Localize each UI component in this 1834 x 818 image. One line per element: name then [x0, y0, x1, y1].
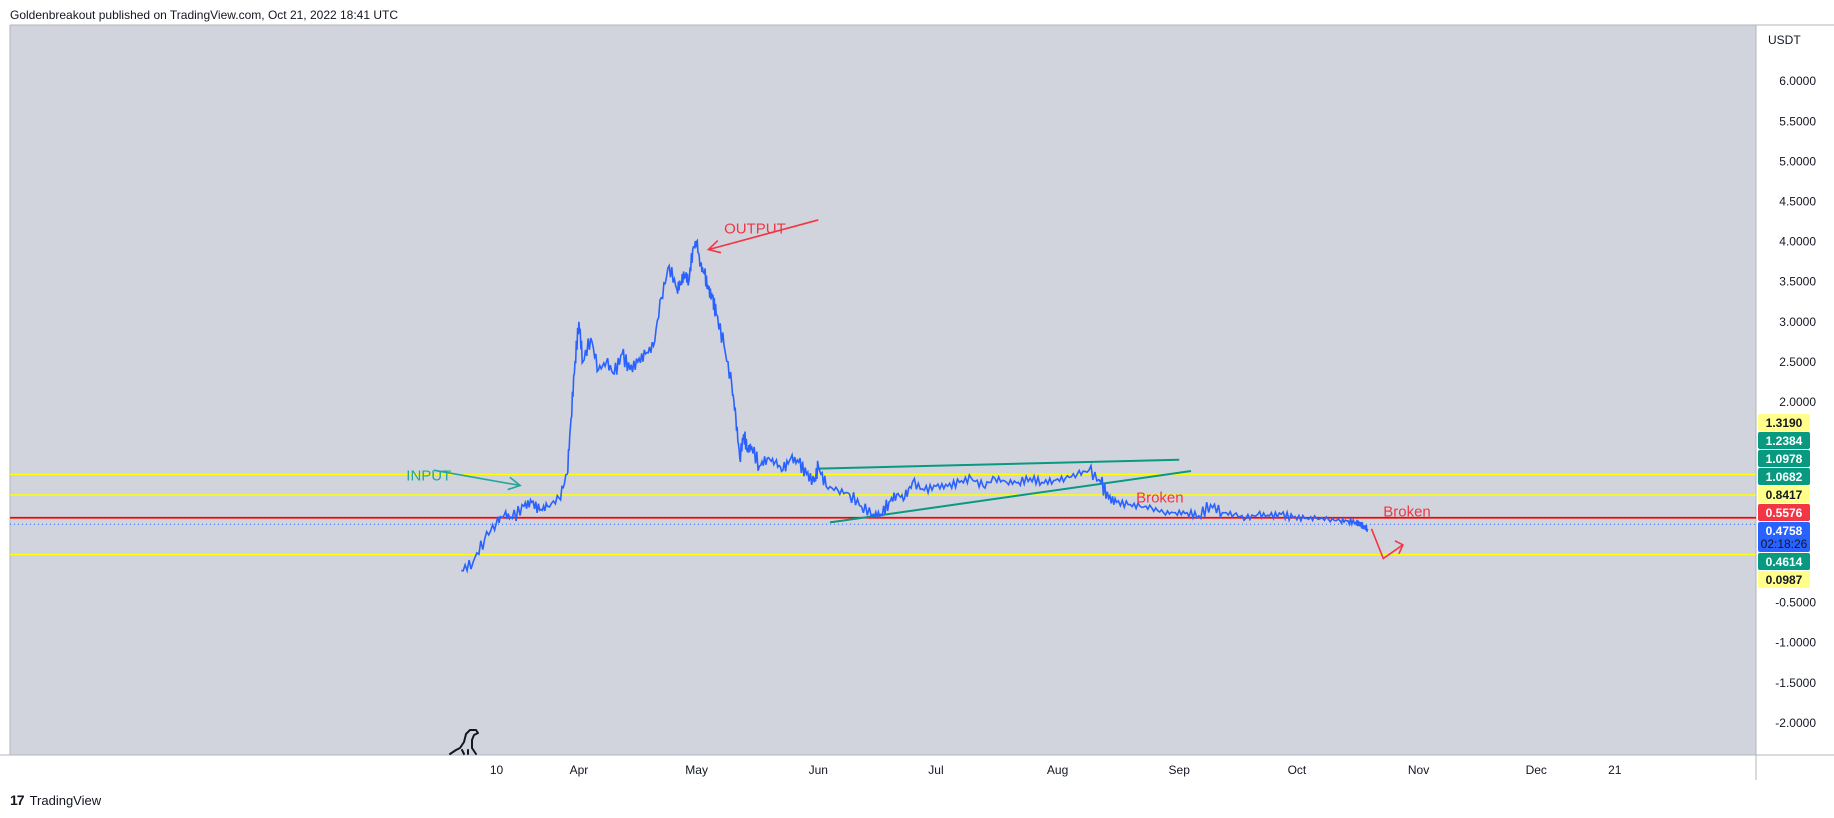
price-badge-label: 0.5576	[1766, 506, 1803, 520]
x-tick-label: 10	[490, 763, 504, 777]
y-tick-label: 2.5000	[1779, 355, 1816, 369]
x-tick-label: Sep	[1169, 763, 1191, 777]
price-badge-label: 0.0987	[1766, 573, 1803, 587]
x-tick-label: Aug	[1047, 763, 1068, 777]
price-badge	[1758, 450, 1810, 467]
breakdown-arrow-head	[1394, 540, 1404, 555]
price-badge	[1758, 553, 1810, 570]
x-tick-label: May	[685, 763, 708, 777]
arrow-head	[507, 476, 522, 491]
y-tick-label: 5.0000	[1779, 154, 1816, 168]
price-badge-countdown: 02:18:26	[1761, 537, 1808, 551]
footer-brand[interactable]: TradingView	[29, 792, 102, 808]
trendline	[829, 470, 1192, 524]
price-badge-label: 1.0978	[1766, 452, 1803, 466]
footer: 17 TradingView	[10, 792, 101, 808]
y-tick-label: 3.5000	[1779, 275, 1816, 289]
y-tick-label: -2.0000	[1775, 716, 1816, 730]
x-tick-label: Oct	[1288, 763, 1307, 777]
x-tick-label: 21	[1608, 763, 1622, 777]
publish-info: Goldenbreakout published on TradingView.…	[10, 8, 399, 22]
y-tick-label: -1.5000	[1775, 676, 1816, 690]
price-badge	[1758, 432, 1810, 449]
y-tick-label: 2.0000	[1779, 395, 1816, 409]
price-axis-pane[interactable]	[1756, 25, 1834, 755]
price-badge-label: 0.8417	[1766, 488, 1803, 502]
dinosaur-icon	[449, 729, 479, 755]
price-badge	[1758, 486, 1810, 503]
y-tick-label: 4.0000	[1779, 235, 1816, 249]
price-badge-label: 1.3190	[1766, 416, 1803, 430]
price-badge	[1758, 571, 1810, 588]
y-axis-ticks: 6.0000 5.5000 5.0000 4.5000 4.0000 3.5000 3.00…	[1775, 74, 1816, 730]
price-badge-label: 0.4758	[1766, 524, 1803, 538]
y-tick-label: -1.0000	[1775, 636, 1816, 650]
price-chart[interactable]: USDT 6.0000 5.5000 5.0000 4.5000 4.0000 3.500…	[0, 0, 1834, 790]
currency-label: USDT	[1768, 33, 1801, 47]
price-badge	[1758, 414, 1810, 431]
tradingview-logo-icon[interactable]: 17	[10, 792, 25, 808]
x-tick-label: Apr	[570, 763, 589, 777]
annotation-label: INPUT	[406, 468, 451, 485]
x-tick-label: Jul	[928, 763, 943, 777]
chart-pane	[10, 25, 1756, 755]
trendline	[818, 458, 1180, 470]
y-tick-label: 5.5000	[1779, 114, 1816, 128]
annotations: OUTPUT INPUT Broken Broken	[406, 219, 1431, 560]
annotation-label: OUTPUT	[724, 221, 786, 238]
arrow-shaft	[708, 219, 819, 251]
arrow-shaft	[433, 469, 521, 487]
y-tick-label: -0.5000	[1775, 596, 1816, 610]
breakdown-arrow	[1370, 528, 1404, 560]
arrow-head	[706, 240, 722, 254]
wedge-trendlines	[818, 458, 1192, 524]
price-badge	[1758, 522, 1810, 552]
x-axis-ticks: 10 Apr May Jun Jul Aug Sep Oct Nov Dec 21	[490, 763, 1622, 777]
annotation-label: Broken	[1136, 489, 1184, 506]
price-badge-label: 1.0682	[1766, 470, 1803, 484]
price-badge-label: 0.4614	[1766, 555, 1803, 569]
y-tick-label: 3.0000	[1779, 315, 1816, 329]
x-tick-label: Nov	[1408, 763, 1429, 777]
price-badge-label: 1.2384	[1766, 434, 1803, 448]
price-badge	[1758, 468, 1810, 485]
y-tick-label: 6.0000	[1779, 74, 1816, 88]
annotation-label: Broken	[1383, 504, 1431, 521]
horizontal-levels	[10, 473, 1756, 556]
price-line	[461, 238, 1369, 574]
x-tick-label: Jun	[809, 763, 828, 777]
price-badges: 1.3190 1.2384 1.0978 1.0682 0.8417 0.5576 0.47…	[1758, 414, 1810, 588]
y-tick-label: 4.5000	[1779, 194, 1816, 208]
price-badge	[1758, 504, 1810, 521]
x-tick-label: Dec	[1526, 763, 1547, 777]
